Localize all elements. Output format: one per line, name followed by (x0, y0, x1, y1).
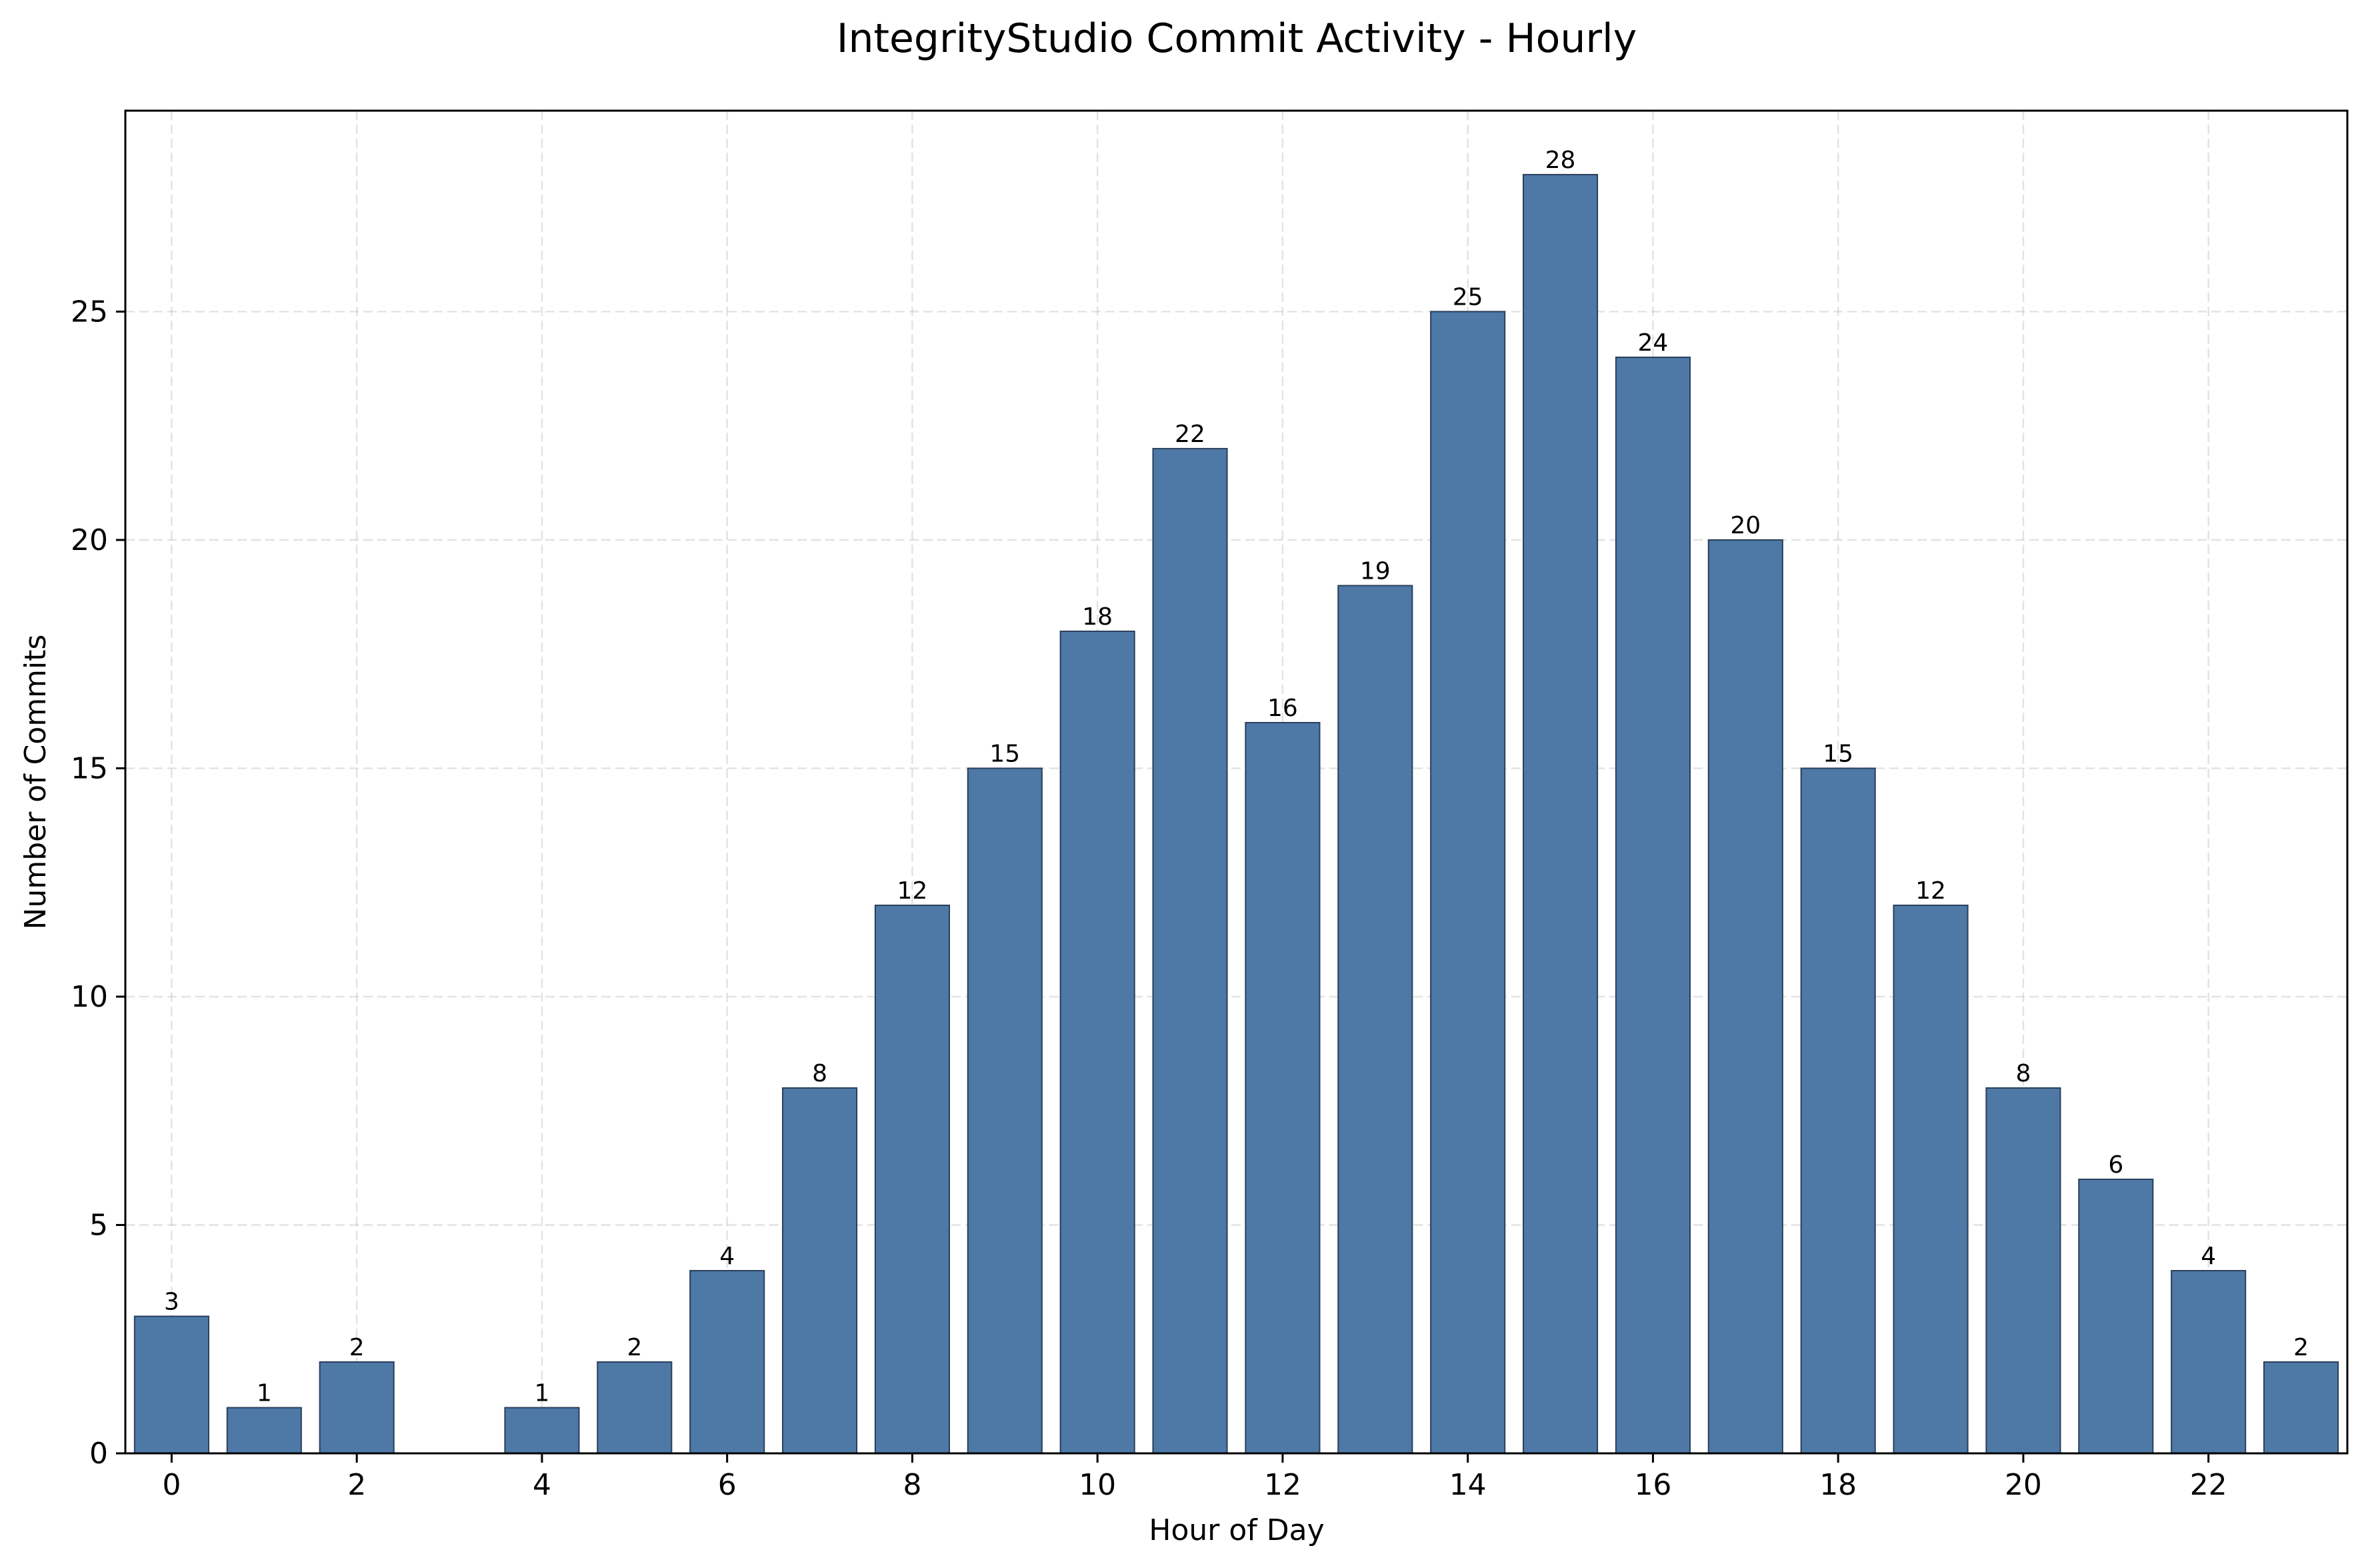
y-axis-label: Number of Commits (19, 635, 53, 930)
data-label-hour-18: 15 (1823, 740, 1853, 767)
bar-hour-15 (1523, 173, 1599, 1454)
x-tick-label: 18 (1819, 1468, 1857, 1502)
data-label-hour-19: 12 (1915, 877, 1946, 905)
data-label-hour-4: 1 (534, 1379, 549, 1407)
data-label-hour-12: 16 (1267, 695, 1298, 722)
x-tick-label: 10 (1079, 1468, 1116, 1502)
data-label-hour-23: 2 (2293, 1334, 2309, 1361)
data-label-hour-14: 25 (1453, 283, 1483, 311)
x-tick-label: 6 (718, 1468, 737, 1502)
data-label-hour-17: 20 (1730, 512, 1761, 539)
bar-hour-22 (2171, 1269, 2247, 1455)
data-label-hour-16: 24 (1638, 329, 1669, 357)
data-label-hour-5: 2 (627, 1334, 642, 1361)
x-tick-label: 22 (2190, 1468, 2227, 1502)
bar-hour-17 (1707, 539, 1783, 1454)
data-label-hour-20: 8 (2015, 1060, 2031, 1087)
bar-hour-21 (2078, 1178, 2154, 1455)
bar-hour-6 (689, 1269, 765, 1455)
bar-hour-14 (1430, 311, 1506, 1455)
y-axis-ticks: 0 5 10 15 20 25 (71, 295, 125, 1471)
data-label-hour-0: 3 (164, 1288, 179, 1315)
data-label-hour-8: 12 (897, 877, 928, 905)
bar-hour-12 (1245, 721, 1321, 1454)
x-tick-label: 14 (1449, 1468, 1487, 1502)
bar-hour-0 (133, 1315, 209, 1454)
bars-layer (133, 173, 2339, 1455)
y-tick-label: 15 (71, 751, 108, 785)
bar-hour-9 (967, 767, 1043, 1454)
bar-hour-23 (2263, 1361, 2339, 1454)
x-tick-label: 8 (903, 1468, 921, 1502)
data-label-hour-11: 22 (1175, 421, 1205, 448)
data-label-hour-15: 28 (1545, 147, 1576, 174)
y-tick-label: 5 (89, 1208, 108, 1242)
bar-hour-8 (874, 904, 950, 1455)
x-axis-label: Hour of Day (1149, 1513, 1324, 1547)
x-axis-ticks: 0 2 4 6 8 10 12 14 16 18 20 22 (162, 1453, 2227, 1502)
bar-hour-11 (1152, 447, 1228, 1454)
bar-hour-18 (1800, 767, 1876, 1454)
bar-hour-16 (1615, 356, 1691, 1455)
bar-hour-4 (504, 1407, 580, 1454)
data-label-hour-2: 2 (349, 1334, 365, 1361)
data-label-hour-7: 8 (812, 1060, 827, 1087)
bar-hour-19 (1893, 904, 1969, 1455)
data-label-hour-9: 15 (989, 740, 1020, 767)
x-tick-label: 16 (1634, 1468, 1671, 1502)
data-label-hour-22: 4 (2201, 1243, 2216, 1270)
bar-hour-2 (319, 1361, 395, 1454)
x-tick-label: 12 (1264, 1468, 1301, 1502)
bar-hour-7 (782, 1087, 858, 1454)
x-tick-label: 0 (162, 1468, 181, 1502)
bar-hour-10 (1059, 630, 1135, 1455)
data-label-hour-13: 19 (1360, 557, 1391, 585)
y-tick-label: 20 (71, 523, 108, 557)
y-tick-label: 25 (71, 295, 108, 329)
x-tick-label: 20 (2005, 1468, 2042, 1502)
chart-title: IntegrityStudio Commit Activity - Hourly (837, 15, 1637, 62)
data-label-hour-21: 6 (2108, 1151, 2123, 1179)
data-label-hour-10: 18 (1082, 603, 1113, 631)
bar-hour-5 (597, 1361, 673, 1454)
x-tick-label: 2 (347, 1468, 366, 1502)
y-tick-label: 0 (89, 1437, 108, 1471)
bar-hour-1 (226, 1407, 302, 1454)
data-label-hour-1: 1 (257, 1379, 272, 1407)
plot-frame (124, 109, 2349, 1455)
bar-hour-13 (1337, 585, 1413, 1454)
data-label-hour-6: 4 (719, 1243, 735, 1270)
y-tick-label: 10 (71, 980, 108, 1014)
x-tick-label: 4 (533, 1468, 551, 1502)
bar-hour-20 (1985, 1087, 2061, 1454)
